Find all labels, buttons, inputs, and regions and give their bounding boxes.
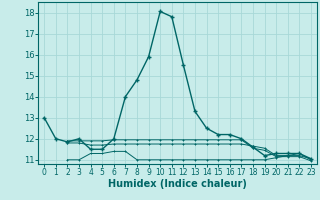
X-axis label: Humidex (Indice chaleur): Humidex (Indice chaleur) — [108, 179, 247, 189]
